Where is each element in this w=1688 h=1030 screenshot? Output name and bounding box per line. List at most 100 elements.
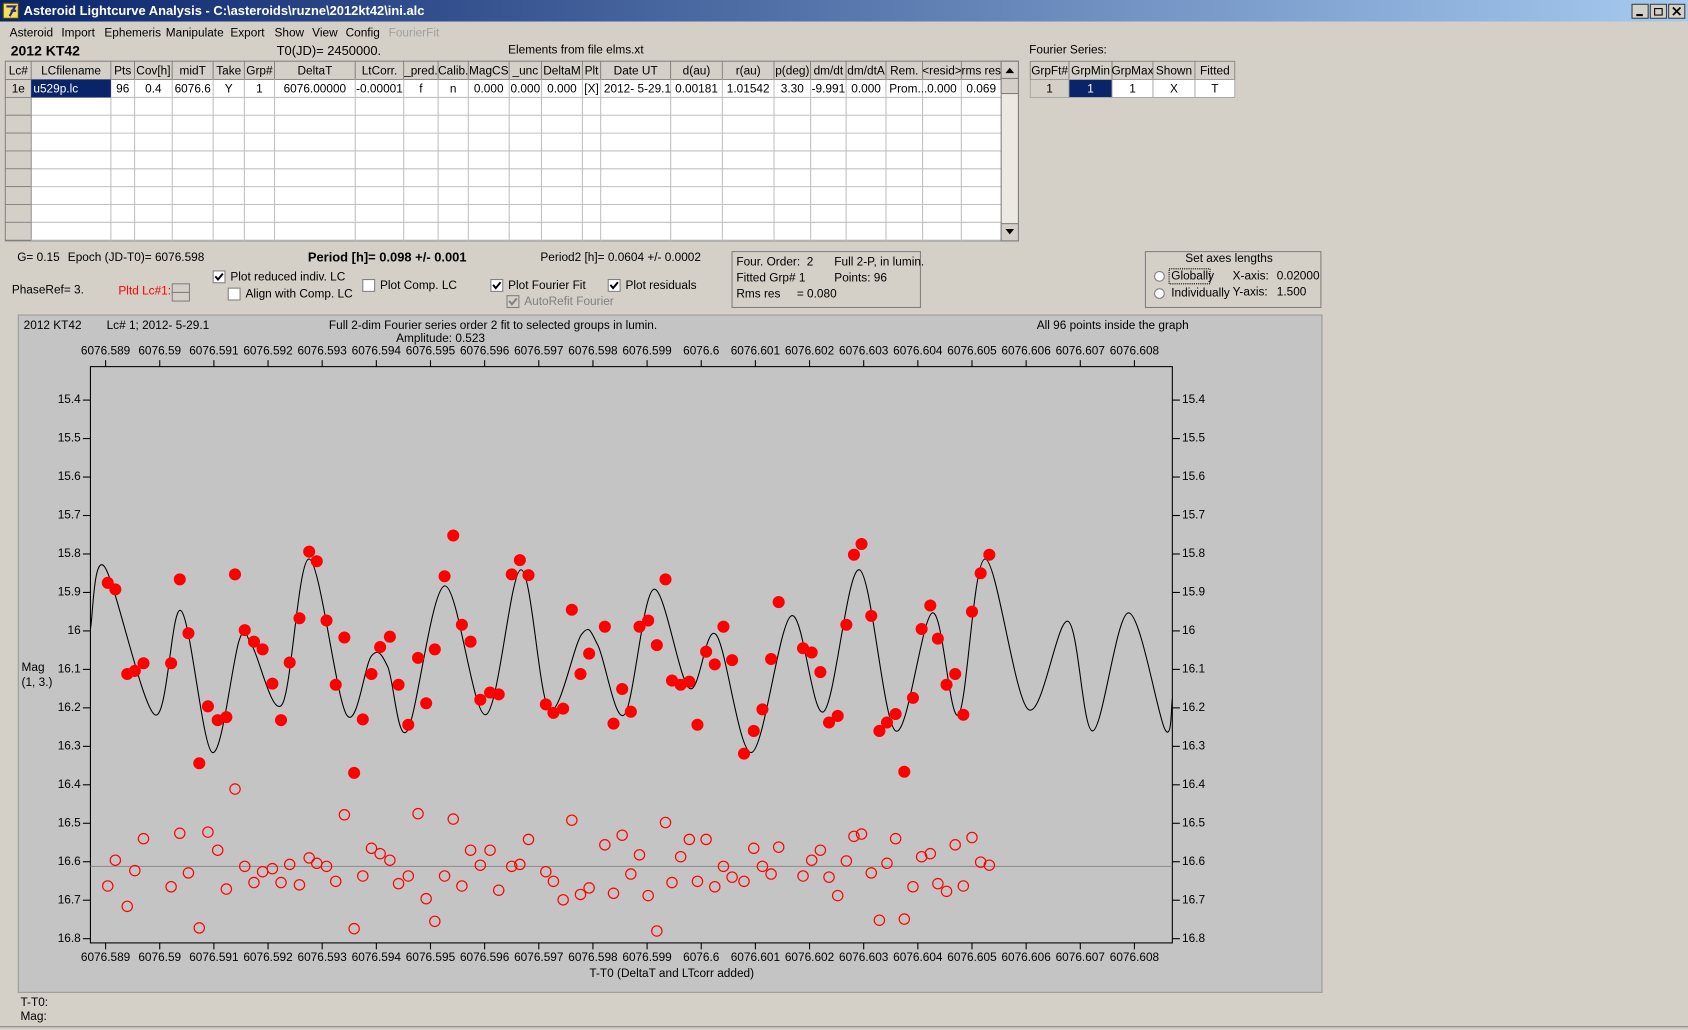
residual-point — [357, 870, 369, 882]
radio-label[interactable]: Globally — [1171, 268, 1214, 282]
column-header-label[interactable]: p(deg) — [775, 64, 809, 78]
row-header — [4, 221, 32, 241]
radio-label[interactable]: Individually — [1171, 286, 1230, 300]
data-point — [455, 618, 468, 631]
checkbox-label[interactable]: Plot Comp. LC — [380, 278, 457, 292]
column-header-label[interactable]: midT — [180, 64, 206, 78]
table-cell[interactable]: 0.4 — [145, 82, 162, 96]
minimize-button[interactable] — [1631, 3, 1649, 19]
selected-cell[interactable] — [31, 79, 111, 98]
table-cell[interactable]: 0.000 — [474, 82, 504, 96]
table-cell[interactable]: 1 — [1129, 82, 1136, 96]
column-header-label[interactable]: dm/dtA — [847, 64, 885, 78]
column-header-label[interactable]: dm/dt — [814, 64, 844, 78]
table-cell[interactable]: 2012- 5-29.1 — [604, 82, 671, 96]
checkbox-label[interactable]: Align with Comp. LC — [245, 287, 353, 301]
column-header-label[interactable]: _unc — [512, 64, 539, 78]
table-cell[interactable]: 96 — [116, 82, 130, 96]
column-header-label[interactable]: Pts — [114, 64, 131, 78]
checkbox-label[interactable]: Plot reduced indiv. LC — [230, 270, 345, 284]
amplitude: Amplitude: 0.523 — [396, 331, 485, 345]
table-cell[interactable]: Y — [225, 82, 233, 96]
table-cell[interactable]: Prom... — [889, 82, 927, 96]
table-cell[interactable]: 0.000 — [547, 82, 577, 96]
residual-point — [642, 889, 654, 902]
residual-point — [566, 814, 578, 826]
table-cell[interactable]: 1.01542 — [727, 82, 770, 96]
period-value: Period [h]= 0.098 +/- 0.001 — [308, 249, 467, 264]
restore-button[interactable] — [1649, 3, 1668, 19]
menu-item[interactable]: View — [312, 25, 338, 39]
column-header-label[interactable]: MagCS — [469, 64, 509, 78]
table-cell[interactable]: -9.991 — [812, 82, 846, 96]
residual-point — [547, 875, 560, 888]
checkbox-label[interactable]: Plot residuals — [625, 278, 696, 292]
table-cell[interactable]: 0.000 — [927, 82, 957, 96]
residual-point — [412, 807, 424, 820]
menu-item[interactable]: Export — [230, 25, 265, 39]
menu-item[interactable]: Show — [275, 25, 305, 39]
table-cell[interactable]: 1 — [256, 82, 263, 96]
checkbox[interactable] — [227, 287, 241, 301]
residual-point — [329, 875, 342, 888]
x-tick-label-top: 6076.595 — [406, 344, 456, 358]
table-cell[interactable]: u529p.lc — [33, 82, 78, 96]
checkbox[interactable] — [362, 279, 376, 292]
lc-label: Lc# 1; 2012- 5-29.1 — [107, 318, 210, 332]
column-header-label[interactable]: <resid> — [922, 64, 962, 78]
column-header-label[interactable]: Plt — [585, 64, 600, 78]
spinner-down[interactable] — [171, 291, 191, 302]
radio-button[interactable] — [1154, 270, 1165, 282]
table-cell[interactable]: 1 — [1087, 82, 1094, 96]
menu-item[interactable]: Ephemeris — [104, 25, 161, 39]
column-header-label[interactable]: Calib. — [438, 64, 468, 78]
checkbox-label[interactable]: Plot Fourier Fit — [508, 278, 586, 292]
column-header-label[interactable]: Shown — [1156, 64, 1192, 78]
column-header-label[interactable]: Rem. — [890, 64, 918, 78]
menu-item[interactable]: Manipulate — [166, 25, 224, 39]
table-cell[interactable]: 0.069 — [966, 82, 996, 96]
residual-point — [283, 858, 296, 871]
table-cell[interactable]: 6076.6 — [175, 82, 212, 96]
table-cell[interactable]: -0.00001 — [356, 82, 403, 96]
menu-item[interactable]: Config — [346, 25, 380, 39]
column-header-label[interactable]: DeltaM — [543, 64, 580, 78]
table-cell[interactable]: 6076.00000 — [284, 82, 347, 96]
column-header-label[interactable]: Lc# — [9, 64, 29, 78]
x-tick-label: 6076.596 — [460, 950, 510, 964]
x-tick-label: 6076.592 — [243, 950, 292, 964]
table-cell[interactable]: 1 — [1046, 82, 1053, 96]
column-header-label[interactable]: GrpFt# — [1031, 64, 1068, 78]
table-cell[interactable]: 0.000 — [511, 82, 541, 96]
spinner-up[interactable] — [171, 283, 191, 293]
column-header-label[interactable]: GrpMax — [1111, 64, 1153, 78]
scroll-thumb[interactable] — [1000, 77, 1019, 95]
menu-item[interactable]: Asteroid — [10, 25, 53, 39]
table-cell[interactable]: [X] — [584, 82, 598, 96]
table-cell[interactable]: n — [450, 82, 457, 96]
column-header-label[interactable]: Take — [216, 64, 241, 78]
table-cell[interactable]: T — [1211, 82, 1218, 96]
column-header-label[interactable]: r(au) — [736, 64, 761, 78]
column-header-label[interactable]: Grp# — [246, 64, 273, 78]
data-point — [165, 657, 178, 670]
table-cell[interactable]: 0.00181 — [675, 82, 718, 96]
column-header-label[interactable]: DeltaT — [297, 64, 332, 78]
table-cell[interactable]: 3.30 — [781, 82, 804, 96]
column-header-label[interactable]: Fitted — [1200, 64, 1230, 78]
column-header-label[interactable]: Cov[h] — [136, 64, 170, 78]
column-header-label[interactable]: d(au) — [683, 64, 711, 78]
column-header-label[interactable]: rms res — [962, 64, 1002, 78]
table-cell[interactable]: X — [1170, 82, 1178, 96]
table-cell[interactable]: 1e — [12, 82, 26, 96]
column-header-label[interactable]: Date UT — [614, 64, 658, 78]
column-header-label[interactable]: LCfilename — [41, 64, 101, 78]
column-header-label[interactable]: _pred. — [403, 64, 438, 78]
table-cell[interactable]: 0.000 — [851, 82, 881, 96]
menu-item[interactable]: Import — [61, 25, 95, 39]
column-header-label[interactable]: LtCorr. — [362, 64, 398, 78]
table-cell-box[interactable] — [1194, 79, 1236, 98]
column-header-label[interactable]: GrpMin — [1071, 64, 1110, 78]
table-cell[interactable]: f — [419, 82, 423, 96]
radio-button[interactable] — [1154, 288, 1165, 299]
